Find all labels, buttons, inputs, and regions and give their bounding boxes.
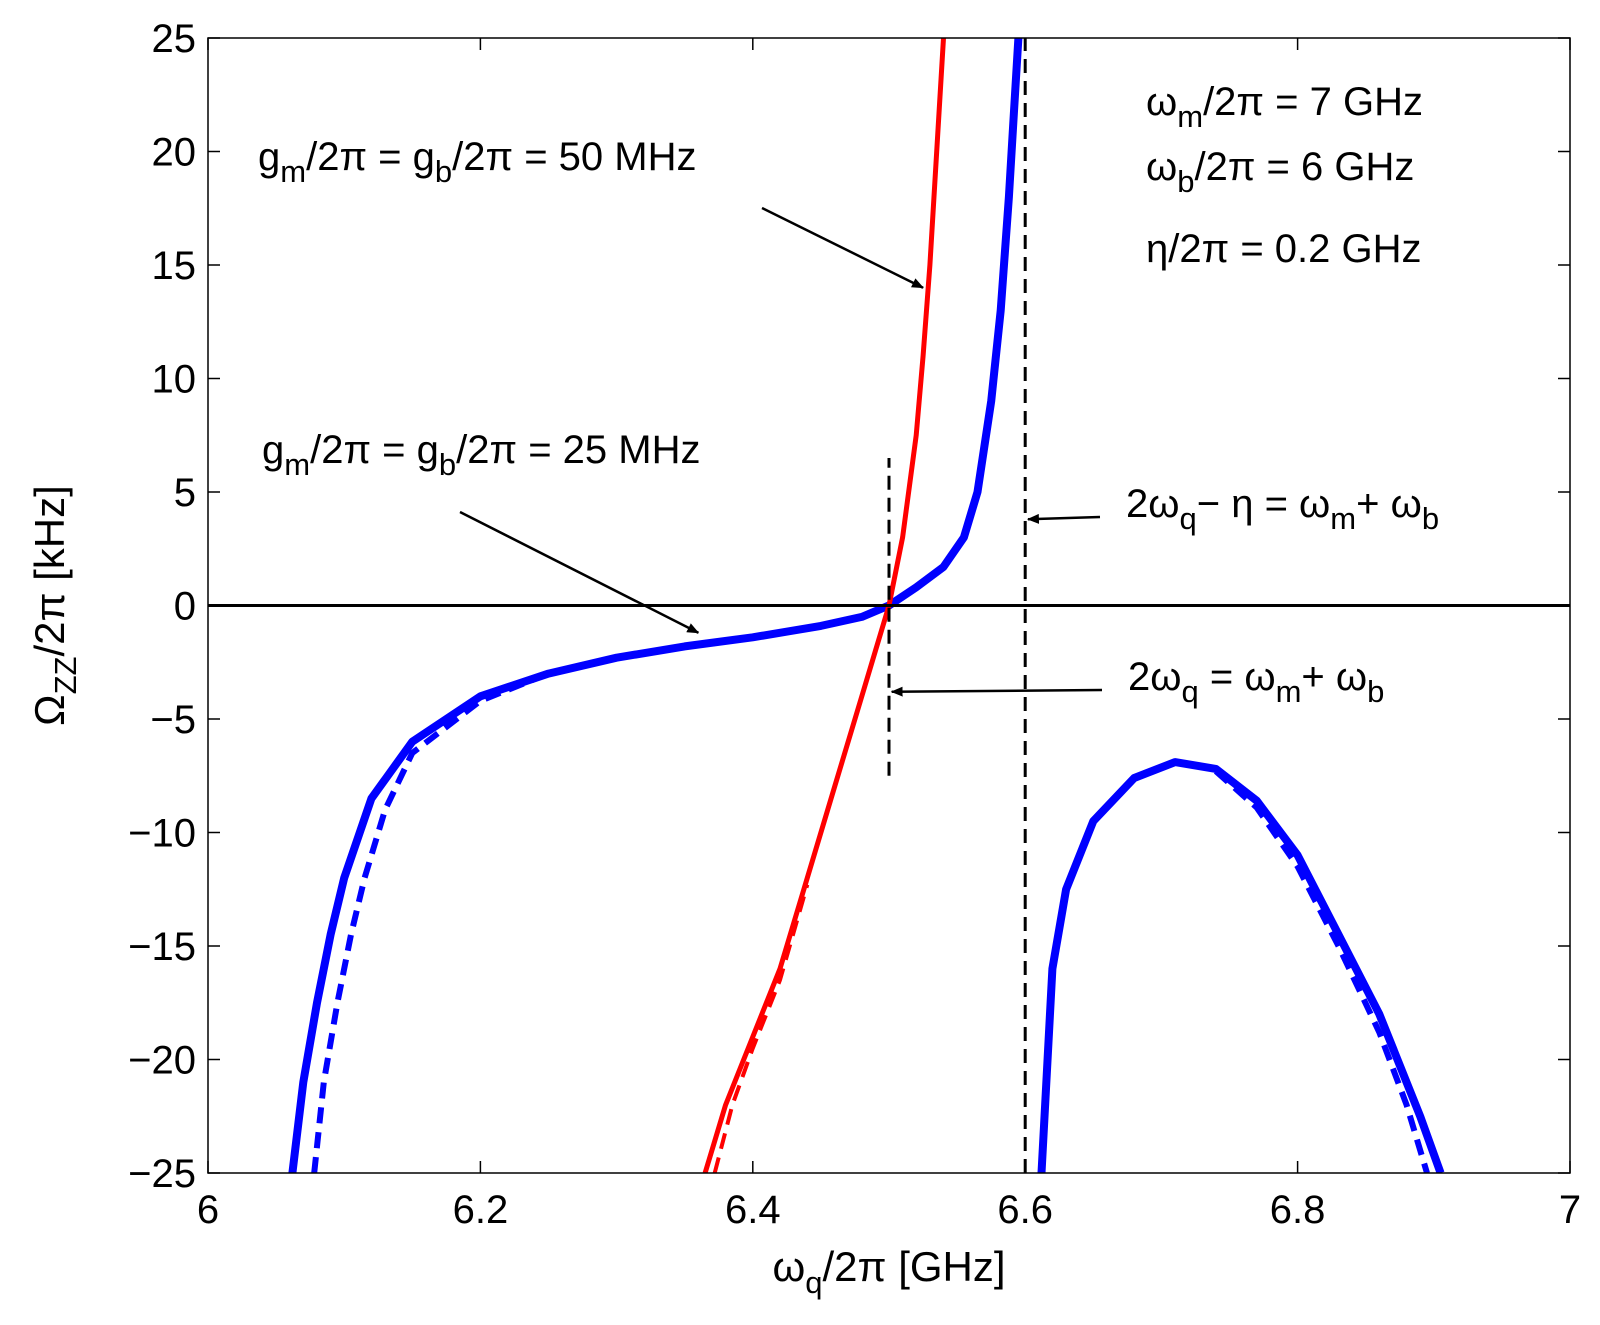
x-axis-label: ωq/2π [GHz] <box>772 1243 1005 1300</box>
annotation-p2: ωb/2π = 6 GHz <box>1146 145 1414 199</box>
x-tick-label: 7 <box>1559 1188 1581 1232</box>
x-tick-label: 6 <box>197 1188 219 1232</box>
annotation-arrow-res1 <box>1026 513 1101 524</box>
x-tick-label: 6.4 <box>725 1188 781 1232</box>
label-layer: ωq/2π [GHz] ΩZZ/2π [kHz] <box>26 485 1006 1300</box>
y-tick-label: 25 <box>152 17 197 61</box>
annotation-res1: 2ωq− η = ωm+ ωb <box>1126 482 1439 536</box>
y-tick-label: 0 <box>174 585 196 629</box>
y-tick-label: 15 <box>152 244 197 288</box>
y-tick-label: −15 <box>128 925 196 969</box>
annotation-g25: gm/2π = gb/2π = 25 MHz <box>262 428 700 482</box>
series-line-2-0 <box>702 38 946 1173</box>
x-tick-label: 6.6 <box>997 1188 1053 1232</box>
tick-layer: 6 6.2 6.4 6.6 6.8 7 −25 −20 −15 −10 −5 0 5 10 15 20 25 <box>128 17 1581 1232</box>
series-line-0-1 <box>1037 758 1445 1173</box>
series-line-1-1 <box>1213 768 1430 1173</box>
x-tick-label: 6.2 <box>453 1188 509 1232</box>
series-line-3-0 <box>712 884 810 1173</box>
annotation-arrow-g25 <box>459 510 700 634</box>
y-tick-label: −10 <box>128 812 196 856</box>
x-tick-label: 6.8 <box>1270 1188 1326 1232</box>
y-tick-label: −5 <box>150 698 196 742</box>
annotation-arrow-res2 <box>890 686 1103 697</box>
y-tick-label: −25 <box>128 1152 196 1196</box>
y-tick-label: −20 <box>128 1039 196 1083</box>
annotation-layer: gm/2π = gb/2π = 50 MHz gm/2π = gb/2π = 25… <box>258 80 1439 709</box>
annotation-arrow-g50 <box>761 206 924 289</box>
annotation-res2: 2ωq = ωm+ ωb <box>1128 655 1384 709</box>
y-tick-label: 20 <box>152 131 197 175</box>
y-tick-label: 5 <box>174 471 196 515</box>
y-tick-label: 10 <box>152 358 197 402</box>
series-layer <box>208 38 1570 1173</box>
annotation-p1: ωm/2π = 7 GHz <box>1146 80 1423 134</box>
annotation-g50: gm/2π = gb/2π = 50 MHz <box>258 135 696 189</box>
annotation-p3: η/2π = 0.2 GHz <box>1146 227 1422 271</box>
y-axis-label: ΩZZ/2π [kHz] <box>26 485 83 726</box>
